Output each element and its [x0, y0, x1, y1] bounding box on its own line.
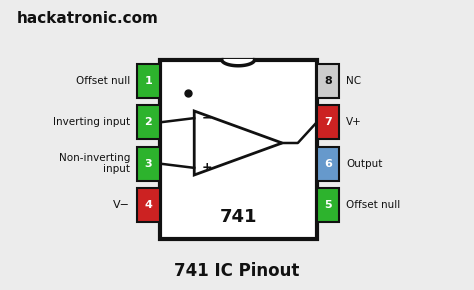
Text: 6: 6: [324, 159, 332, 168]
Text: 1: 1: [145, 76, 152, 86]
Text: −: −: [202, 112, 213, 125]
Text: hackatronic.com: hackatronic.com: [17, 11, 159, 26]
Bar: [137, 146, 160, 181]
Text: V+: V+: [346, 117, 362, 127]
Text: 4: 4: [145, 200, 153, 210]
Bar: [137, 64, 160, 98]
Text: NC: NC: [346, 76, 361, 86]
Text: Inverting input: Inverting input: [53, 117, 130, 127]
Text: V−: V−: [113, 200, 130, 210]
Text: Offset null: Offset null: [76, 76, 130, 86]
Bar: [137, 188, 160, 222]
Text: 741: 741: [219, 208, 257, 226]
Bar: [317, 64, 339, 98]
Text: 5: 5: [324, 200, 332, 210]
Text: 741 IC Pinout: 741 IC Pinout: [174, 262, 300, 280]
Text: +: +: [202, 161, 213, 174]
Polygon shape: [222, 60, 255, 66]
Bar: [317, 188, 339, 222]
Text: Output: Output: [346, 159, 383, 168]
Bar: [317, 146, 339, 181]
Bar: [160, 60, 317, 239]
Bar: [137, 105, 160, 139]
Text: 8: 8: [324, 76, 332, 86]
Text: Non-inverting
input: Non-inverting input: [59, 153, 130, 174]
Bar: [317, 105, 339, 139]
Text: 7: 7: [324, 117, 332, 127]
Text: Offset null: Offset null: [346, 200, 401, 210]
Text: 2: 2: [145, 117, 152, 127]
Text: 3: 3: [145, 159, 152, 168]
